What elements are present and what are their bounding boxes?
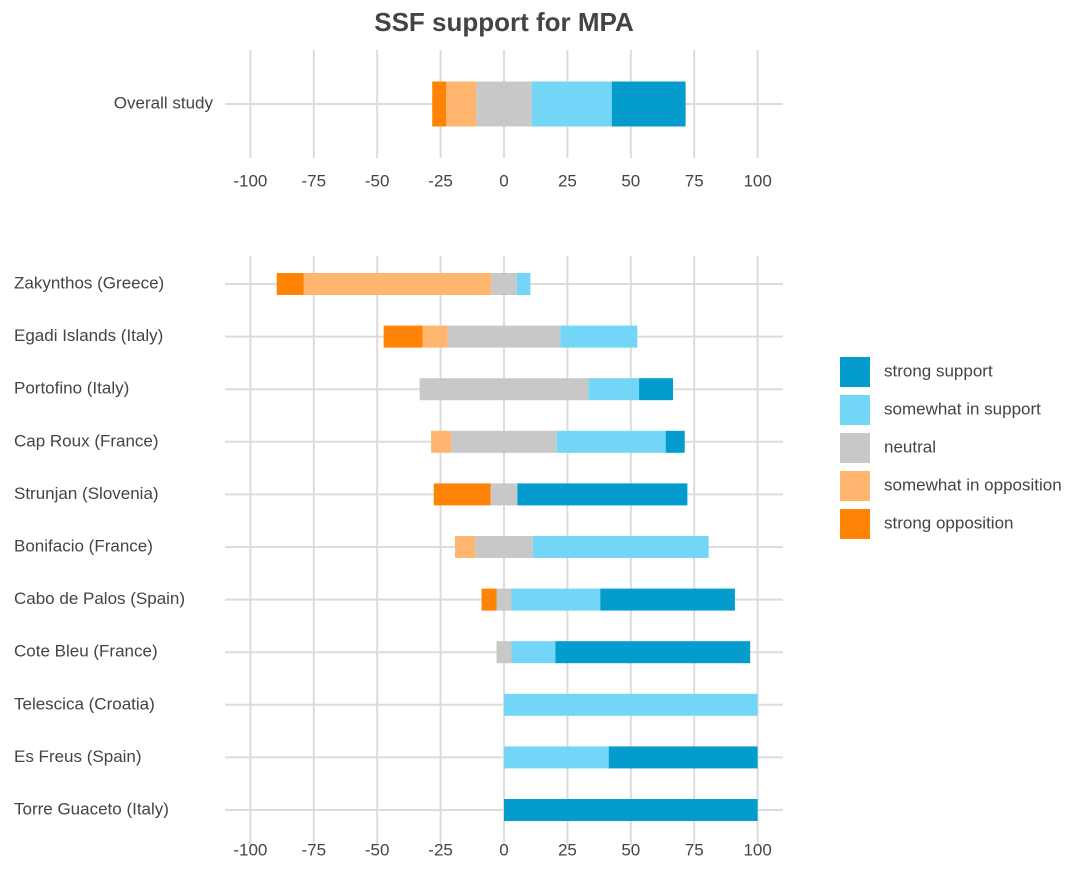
x-tick-label: 50 [621,840,640,859]
legend-label: strong opposition [884,513,1013,532]
category-label: Cabo de Palos (Spain) [14,589,185,608]
category-label: Portofino (Italy) [14,379,129,398]
bar-segment [665,430,685,453]
bar-segment [560,325,638,348]
category-label: Strunjan (Slovenia) [14,484,159,503]
category-label: Egadi Islands (Italy) [14,326,163,345]
bar-segment [532,536,709,558]
x-tick-label: -25 [428,840,453,859]
legend-swatch [840,395,870,425]
bar-segment [608,746,758,769]
bar-segment [490,483,518,506]
bar-segment [516,273,531,295]
category-label: Torre Guaceto (Italy) [14,799,169,818]
bar-segment [303,273,492,295]
category-label: Cap Roux (France) [14,431,159,450]
legend-label: neutral [884,437,936,456]
category-label: Zakynthos (Greece) [14,273,164,292]
legend-label: somewhat in opposition [884,475,1062,494]
legend-swatch [840,357,870,387]
x-tick-label: -100 [233,171,267,190]
category-label: Es Freus (Spain) [14,747,142,766]
bar-segment [511,641,556,664]
bar-segment [475,536,533,558]
x-tick-label: -50 [365,840,390,859]
category-label: Cote Bleu (France) [14,642,158,661]
category-label: Bonifacio (France) [14,536,153,555]
bar-segment [496,641,512,664]
bar-segment [451,430,557,453]
bar-segment [588,378,640,401]
bar-segment [504,693,758,716]
bar-segment [481,588,497,611]
bar-segment [476,81,532,127]
x-tick-label: 25 [558,840,577,859]
legend-swatch [840,509,870,539]
bar-segment [611,81,686,127]
x-tick-label: 0 [499,171,508,190]
bar-segment [276,273,304,295]
legend-label: somewhat in support [884,399,1041,418]
bar-segment [383,325,423,348]
x-tick-label: 100 [743,840,771,859]
bar-segment [433,483,491,506]
legend-swatch [840,471,870,501]
x-tick-label: 50 [621,171,640,190]
x-tick-label: 75 [685,840,704,859]
bar-segment [504,799,758,821]
x-tick-label: -100 [233,840,267,859]
x-tick-label: 100 [743,171,771,190]
category-label: Telescica (Croatia) [14,694,155,713]
bar-segment [600,588,735,611]
x-tick-label: 25 [558,171,577,190]
bar-segment [556,430,666,453]
bar-segment [517,483,688,506]
chart-title: SSF support for MPA [374,7,634,37]
bar-segment [431,430,452,453]
bar-segment [432,81,447,127]
bar-segment [447,325,561,348]
bar-segment [446,81,477,127]
x-tick-label: 75 [685,171,704,190]
bar-segment [422,325,448,348]
bar-segment [491,273,517,295]
legend-label: strong support [884,361,993,380]
bar-segment [555,641,751,664]
bar-segment [511,588,601,611]
bar-segment [496,588,512,611]
x-tick-label: -50 [365,171,390,190]
x-tick-label: -75 [301,171,326,190]
bar-segment [455,536,476,558]
category-label: Overall study [114,93,214,112]
bar-segment [531,81,612,127]
legend-swatch [840,433,870,463]
x-tick-label: 0 [499,840,508,859]
bar-segment [419,378,589,401]
bar-segment [504,746,609,769]
x-tick-label: -25 [428,171,453,190]
x-tick-label: -75 [301,840,326,859]
bar-segment [639,378,674,401]
